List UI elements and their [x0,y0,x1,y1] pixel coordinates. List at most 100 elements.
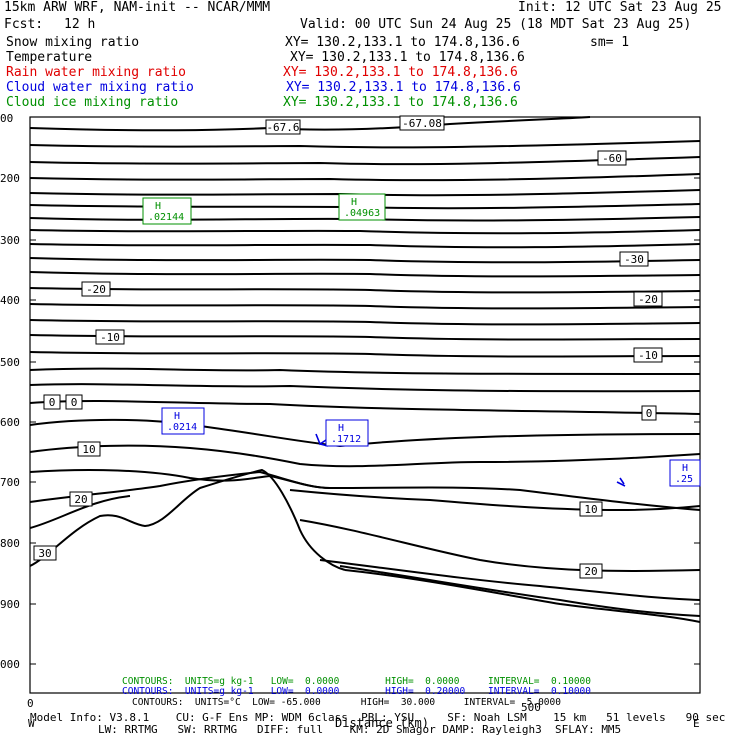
isotherm-label: 20 [69,491,93,507]
isotherm-line [29,257,701,264]
isotherm-line [299,519,701,572]
isotherm-label: 0 [641,405,657,421]
x-start-marker: W [28,717,35,730]
svg-text:-67.08: -67.08 [402,117,442,130]
field-extra-snow: sm= 1 [590,35,630,50]
valid-time: Valid: 00 UTC Sun 24 Aug 25 (18 MDT Sat … [300,17,692,32]
isotherm-label: 20 [579,563,603,579]
extremum-marker: H.02144 [142,197,192,225]
y-tick-label: 00 [0,112,13,125]
isotherm-line [29,243,701,249]
isotherm-line [29,116,591,132]
svg-text:-10: -10 [638,349,658,362]
isotherm-label: -30 [619,251,649,267]
contour-info-cloudwater: CONTOURS: UNITS=g kg-1 LOW= 0.0000 HIGH=… [122,686,591,697]
field-xy-cloudwater: XY= 130.2,133.1 to 174.8,136.6 [286,80,521,95]
svg-text:.1712: .1712 [331,434,361,445]
isotherm-line [29,383,701,393]
isotherm-line [29,287,701,294]
svg-text:.02144: .02144 [148,212,184,223]
field-name-snow: Snow mixing ratio [6,35,140,50]
contour-info-cloudice: CONTOURS: UNITS=g kg-1 LOW= 0.0000 HIGH=… [122,676,591,687]
isotherm-label: -10 [95,329,125,345]
svg-text:-20: -20 [86,283,106,296]
svg-text:10: 10 [584,503,597,516]
field-name-cloudwater: Cloud water mixing ratio [6,80,194,95]
field-name-cloudice: Cloud ice mixing ratio [6,95,179,110]
extremum-marker: H.0214 [161,407,205,435]
field-name-temp: Temperature [6,50,93,65]
isotherm-line [29,367,701,375]
isotherm-label: 10 [579,501,603,517]
svg-text:H: H [682,463,688,474]
contour-info-temperature: CONTOURS: UNITS=°C LOW= -65.000 HIGH= 30… [132,697,561,708]
y-tick-label: 900 [0,598,20,611]
isotherm-line [289,489,701,512]
fcst-label: Fcst: [4,17,44,32]
svg-text:30: 30 [38,547,51,560]
svg-text:0: 0 [49,396,56,409]
svg-text:-20: -20 [638,293,658,306]
cloud-water-marker [616,477,626,487]
svg-text:H: H [174,411,180,422]
isotherm-line [29,173,701,182]
isotherm-label: 10 [77,441,101,457]
field-xy-rain: XY= 130.2,133.1 to 174.8,136.6 [283,65,518,80]
x-tick-label: 0 [27,697,34,710]
svg-text:-60: -60 [602,152,622,165]
y-tick-labels: 00 200 300 400 500 600 700 800 900 000 [0,112,20,671]
isotherm-line [29,444,701,468]
isotherm-line [29,156,701,166]
isotherm-contours [29,116,701,623]
extremum-marker: H.1712 [325,419,369,447]
y-tick-label: 500 [0,356,20,369]
svg-text:0: 0 [646,407,653,420]
svg-text:.04963: .04963 [344,208,380,219]
isotherm-label: 30 [33,545,57,561]
isotherm-line [29,271,701,278]
isotherm-line [29,303,701,310]
plot-frame [29,116,701,694]
svg-text:20: 20 [74,493,87,506]
isotherm-label: 0 [65,394,83,410]
terrain-line [29,468,346,571]
isotherm-line [29,418,701,448]
isotherm-line [29,334,701,341]
svg-text:H: H [351,197,357,208]
svg-text:-30: -30 [624,253,644,266]
isotherm-line [29,319,701,326]
svg-text:H: H [338,423,344,434]
y-tick-label: 400 [0,294,20,307]
extremum-marker: H.04963 [338,193,386,221]
isotherm-line [29,229,701,235]
contour-labels: -67.6 -67.08 -60 -30 -20 -20 -10 -10 0 0 0 10 10 20 20… [33,115,701,579]
isotherm-label: -67.6 [265,119,301,135]
isotherm-line [339,565,701,617]
svg-text:.0214: .0214 [167,422,197,433]
x-axis-label: Distance (km) [335,716,429,730]
svg-text:-10: -10 [100,331,120,344]
x-tick-label: 500 [521,701,541,714]
init-time: Init: 12 UTC Sat 23 Aug 25 [518,0,722,15]
isotherm-label: -10 [633,347,663,363]
y-tick-label: 700 [0,476,20,489]
svg-text:-67.6: -67.6 [266,121,299,134]
fcst-value: 12 h [64,17,96,32]
y-tick-label: 300 [0,234,20,247]
svg-text:20: 20 [584,565,597,578]
svg-text:0: 0 [71,396,78,409]
y-tick-label: 000 [0,658,20,671]
isotherm-line [319,559,701,601]
extremum-marker: H.25 [669,459,701,487]
isotherm-line [29,400,701,415]
x-end-marker: E [693,717,700,730]
isotherm-line [29,351,701,358]
isotherm-label: -20 [633,291,663,307]
model-info-line2: LW: RRTMG SW: RRTMG DIFF: full KM: 2D Sm… [98,723,622,736]
isotherm-label: -60 [597,150,627,166]
isotherm-line [29,495,131,529]
isotherm-label: -67.08 [399,115,445,131]
isotherm-line [29,140,701,149]
isotherm-label: -20 [81,281,111,297]
